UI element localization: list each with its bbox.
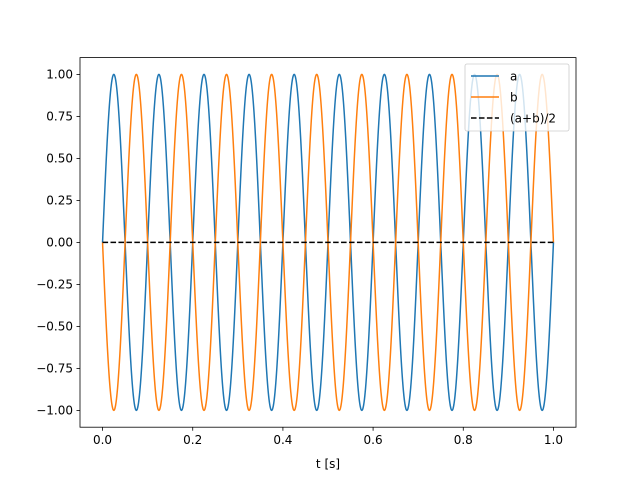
y-tick-label: −0.25 (36, 278, 73, 292)
legend-label-2: (a+b)/2 (510, 111, 556, 125)
y-tick-label: −0.50 (36, 320, 73, 334)
y-tick-label: 0.75 (46, 110, 73, 124)
y-tick-label: −1.00 (36, 404, 73, 418)
y-tick-label: 0.00 (46, 236, 73, 250)
x-tick-label: 0.0 (93, 433, 112, 447)
x-tick-label: 1.0 (544, 433, 563, 447)
legend-label-1: b (510, 90, 518, 104)
x-axis-ticks: 0.0 0.2 0.4 0.6 0.8 1.0 (93, 427, 563, 447)
y-tick-label: 1.00 (46, 68, 73, 82)
y-tick-label: 0.50 (46, 152, 73, 166)
y-tick-label: −0.75 (36, 362, 73, 376)
legend-label-0: a (510, 69, 517, 83)
y-tick-label: 0.25 (46, 194, 73, 208)
legend-entries: ab (a+b)/2 (471, 69, 556, 125)
x-axis-label: t [s] (316, 457, 340, 471)
x-tick-label: 0.8 (454, 433, 473, 447)
y-axis-ticks: −1.00 −0.75 −0.50 −0.25 0.00 0.25 0.50 0.75 1.00 (36, 68, 80, 418)
x-tick-label: 0.4 (273, 433, 292, 447)
x-tick-label: 0.6 (364, 433, 383, 447)
legend: ab (a+b)/2 (464, 63, 570, 132)
x-tick-label: 0.2 (183, 433, 202, 447)
legend-box (464, 63, 570, 132)
